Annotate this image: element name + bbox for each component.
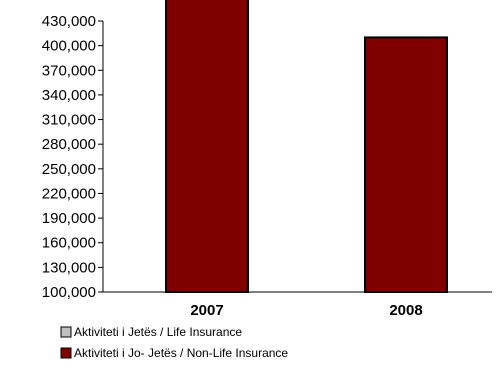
y-tick-label: 310,000 [42,112,96,129]
legend: Aktiviteti i Jetës / Life Insurance Aktiv… [60,325,288,360]
y-tick-label: 100,000 [42,284,96,301]
y-tick-label: 430,000 [42,13,96,30]
y-tick-label: 190,000 [42,210,96,227]
y-tick-label: 250,000 [42,161,96,178]
y-tick-label: 220,000 [42,185,96,202]
legend-swatch [60,326,72,338]
x-category-label: 2008 [389,302,422,319]
legend-label: Aktiviteti i Jo- Jetës / Non-Life Insura… [74,346,288,360]
bar-2008-series-0 [364,36,448,294]
legend-swatch [60,347,72,359]
y-tick-label: 280,000 [42,136,96,153]
x-category-label: 2007 [190,302,223,319]
bars [165,0,448,294]
bar-2007-series-0 [165,0,249,293]
y-tick-label: 160,000 [42,235,96,252]
y-tick-label: 400,000 [42,38,96,55]
y-tick-label: 340,000 [42,87,96,104]
axes [102,21,492,293]
y-axis-ticks: 100,000 130,000 160,000 190,000 220,000 250,0… [42,13,103,301]
x-axis-labels: 2007 2008 [190,302,422,319]
y-tick-label: 370,000 [42,62,96,79]
y-tick-label: 130,000 [42,259,96,276]
legend-label: Aktiviteti i Jetës / Life Insurance [74,325,242,339]
